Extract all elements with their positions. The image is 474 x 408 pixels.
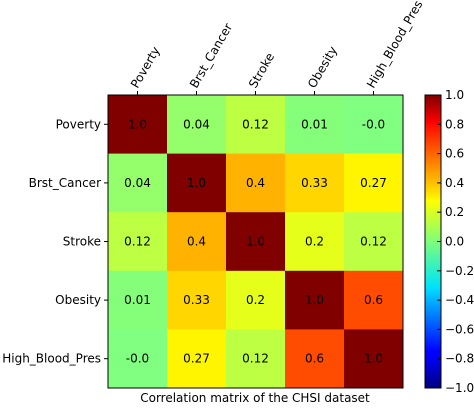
column-label: Obesity (305, 44, 340, 91)
heatmap-cell (108, 153, 168, 213)
column-label: Brst_Cancer (187, 21, 235, 91)
row-label: Stroke (63, 235, 101, 249)
colorbar-tick-label: −0.6 (445, 322, 474, 336)
column-label: High_Blood_Pres (364, 0, 426, 91)
heatmap-cell (108, 95, 168, 155)
colorbar-tick-label: −0.4 (445, 293, 474, 307)
row-label: Poverty (56, 117, 101, 131)
heatmap-cell (285, 95, 345, 155)
x-axis-label: Correlation matrix of the CHSI dataset (140, 391, 370, 405)
heatmap-cell (285, 153, 345, 213)
cell-value-label: 1.0 (187, 176, 206, 190)
heatmap-cell (285, 270, 345, 330)
row-label: High_Blood_Pres (2, 352, 101, 366)
colorbar-tick-label: −1.0 (445, 381, 474, 395)
heatmap-cell (167, 212, 227, 272)
cell-value-label: 0.4 (246, 176, 265, 190)
cell-value-label: 0.2 (246, 293, 265, 307)
colorbar-tick-label: 0.8 (445, 117, 464, 131)
colorbar-tick-label: 0.2 (445, 205, 464, 219)
heatmap-cell (226, 95, 286, 155)
colorbar-tick-label: 0.4 (445, 176, 464, 190)
cell-value-label: -0.0 (126, 352, 149, 366)
heatmap-cells (108, 95, 404, 389)
heatmap-cell (344, 153, 404, 213)
column-label: Stroke (246, 50, 277, 90)
heatmap-cell (167, 95, 227, 155)
row-label: Brst_Cancer (29, 176, 101, 190)
colorbar-tick-label: 0.6 (445, 147, 464, 161)
colorbar-tick-label: 1.0 (445, 88, 464, 102)
colorbar-tick-label: −0.2 (445, 264, 474, 278)
cell-value-label: 0.12 (360, 235, 387, 249)
cell-value-label: 0.6 (364, 293, 383, 307)
heatmap-cell (226, 153, 286, 213)
heatmap-cell (108, 270, 168, 330)
heatmap-cell (108, 212, 168, 272)
cell-value-label: 0.01 (301, 117, 328, 131)
cell-value-label: 0.04 (183, 117, 210, 131)
heatmap-cell (226, 212, 286, 272)
cell-value-labels: 1.0 0.04 0.12 0.01 -0.0 0.04 1.0 0.4 0.33 0.27 0.1… (124, 117, 387, 365)
cell-value-label: 0.12 (124, 235, 151, 249)
cell-value-label: 0.33 (183, 293, 210, 307)
heatmap-cell (226, 329, 286, 389)
colorbar-tick-label: −0.8 (445, 352, 474, 366)
cell-value-label: 0.12 (242, 117, 269, 131)
cell-value-label: 0.33 (301, 176, 328, 190)
cell-value-label: 0.04 (124, 176, 151, 190)
cell-value-label: 0.4 (187, 235, 206, 249)
heatmap-cell (226, 270, 286, 330)
cell-value-label: 0.27 (360, 176, 387, 190)
heatmap-cell (344, 329, 404, 389)
heatmap-cell (344, 270, 404, 330)
cell-value-label: 1.0 (305, 293, 324, 307)
heatmap-cell (285, 212, 345, 272)
cell-value-label: 1.0 (364, 352, 383, 366)
heatmap-cell (344, 95, 404, 155)
heatmap-cell (108, 329, 168, 389)
heatmap-cell (167, 329, 227, 389)
colorbar-ticks: 1.0 0.8 0.6 0.4 0.2 0.0 −0.2 −0.4 −0.6 −0.8 −1.0 (437, 88, 474, 395)
heatmap-cell (285, 329, 345, 389)
row-label: Obesity (55, 293, 101, 307)
heatmap-cell (167, 270, 227, 330)
colorbar-tick-label: 0.0 (445, 235, 464, 249)
cell-value-label: -0.0 (362, 117, 385, 131)
heatmap-cell (344, 212, 404, 272)
cell-value-label: 0.12 (242, 352, 269, 366)
column-labels: Poverty Brst_Cancer Stroke Obesity High_Bloo… (128, 0, 426, 95)
row-labels: Poverty Brst_Cancer Stroke Obesity High_Bloo… (2, 117, 108, 366)
heatmap-cell (167, 153, 227, 213)
cell-value-label: 0.01 (124, 293, 151, 307)
column-label: Poverty (128, 44, 163, 90)
cell-value-label: 0.6 (305, 352, 324, 366)
cell-value-label: 1.0 (246, 235, 265, 249)
cell-value-label: 1.0 (128, 117, 147, 131)
cell-value-label: 0.2 (305, 235, 324, 249)
cell-value-label: 0.27 (183, 352, 210, 366)
